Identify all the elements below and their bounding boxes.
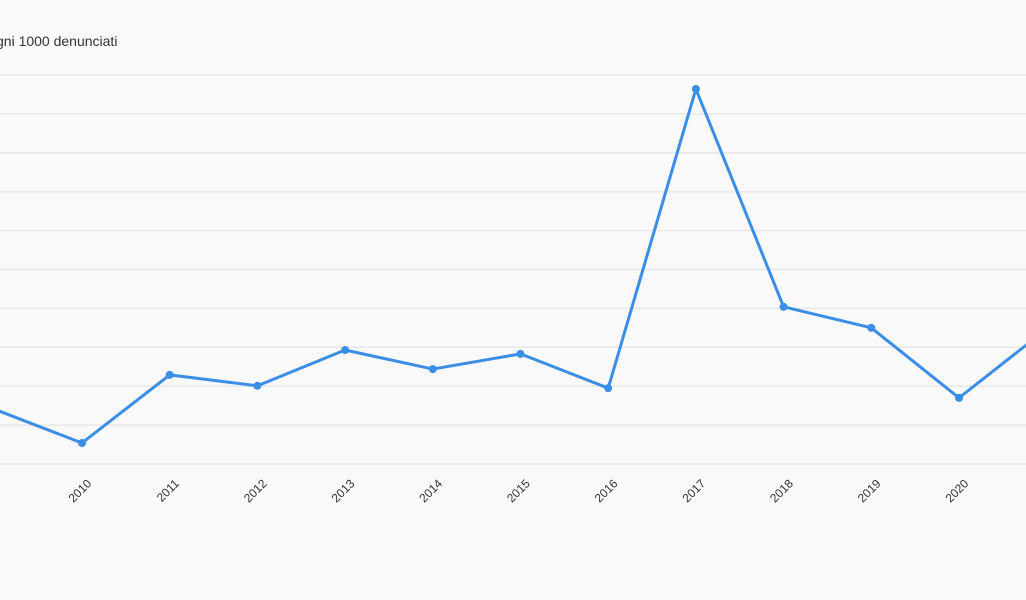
x-tick-label: 2011 xyxy=(154,476,182,504)
data-point xyxy=(516,349,525,358)
series-line xyxy=(0,87,1026,445)
x-tick-label: 2012 xyxy=(241,476,270,505)
x-tick-label: 2020 xyxy=(943,476,972,505)
x-tick-label: 2017 xyxy=(679,476,708,505)
x-tick-label: 2019 xyxy=(855,476,884,505)
data-point xyxy=(341,346,350,355)
data-point xyxy=(78,438,86,447)
data-point xyxy=(428,365,437,374)
x-tick-label: 2010 xyxy=(66,476,95,505)
x-tick-label: 2015 xyxy=(504,476,533,505)
data-point xyxy=(691,85,700,94)
x-tick-label: 2013 xyxy=(329,476,358,505)
data-point xyxy=(779,302,788,311)
x-tick-label: 2014 xyxy=(416,476,445,505)
x-tick-label: 2016 xyxy=(592,476,621,505)
data-point xyxy=(955,393,963,402)
data-point xyxy=(165,370,174,379)
data-point xyxy=(604,384,613,393)
data-point xyxy=(253,381,262,390)
chart-title: gni 1000 denunciati xyxy=(0,33,117,49)
x-tick-label: 2018 xyxy=(767,476,796,505)
data-point xyxy=(867,323,876,332)
